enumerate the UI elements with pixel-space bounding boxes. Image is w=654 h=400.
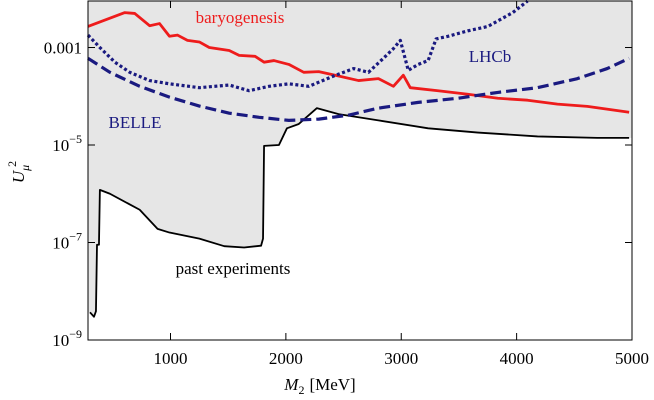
y-tick-base: 10 <box>52 234 69 253</box>
line <box>87 56 630 122</box>
area <box>88 1 632 317</box>
x-tick-label: 2000 <box>269 349 303 368</box>
y-tick-label: 10−7 <box>52 230 82 253</box>
y-tick-label: 10−9 <box>52 327 82 350</box>
series-label: baryogenesis <box>196 8 285 27</box>
line <box>89 107 630 318</box>
x-tick-label: 3000 <box>384 349 418 368</box>
y-label-sub: μ <box>18 165 32 172</box>
line <box>86 0 529 93</box>
plot-frame <box>87 0 633 341</box>
y-tick-label: 0.001 <box>44 39 82 58</box>
x-label-unit: [MeV] <box>309 375 355 394</box>
series-label: past experiments <box>176 259 291 278</box>
x-tick-label: 5000 <box>615 349 649 368</box>
x-label-sub: 2 <box>298 383 304 397</box>
series-label: LHCb <box>469 47 512 66</box>
x-axis-label: M2 [MeV] <box>283 375 355 397</box>
y-tick-exponent: −7 <box>69 230 82 244</box>
x-tick-label: 4000 <box>500 349 534 368</box>
y-tick-exponent: −9 <box>69 327 82 341</box>
y-axis-label: Uμ2 <box>5 161 32 183</box>
series-label: BELLE <box>109 113 162 132</box>
y-tick-exponent: −5 <box>69 132 82 146</box>
x-label-main: M <box>283 375 299 394</box>
y-label-sup: 2 <box>5 161 19 167</box>
line <box>87 11 630 114</box>
y-tick-base: 10 <box>52 331 69 350</box>
y-tick-label: 10−5 <box>52 132 82 155</box>
x-tick-label: 1000 <box>153 349 187 368</box>
y-label-main: U <box>9 169 28 183</box>
y-tick-base: 10 <box>52 136 69 155</box>
